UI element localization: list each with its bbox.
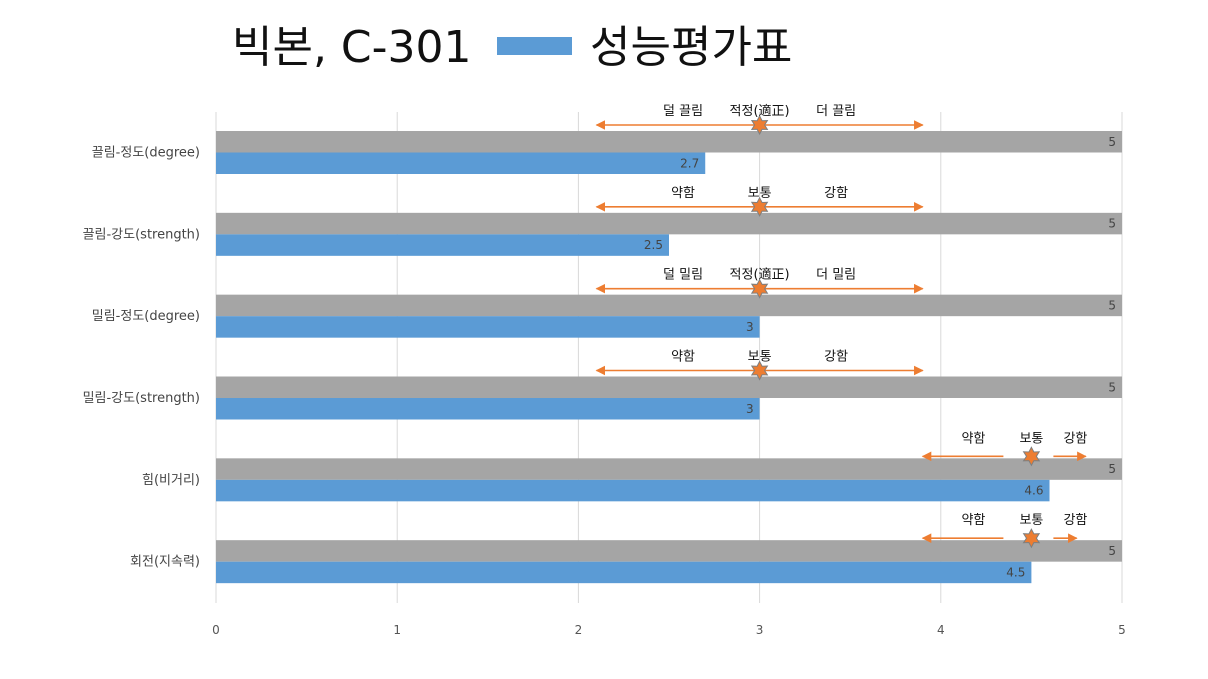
bar-score (216, 479, 1050, 502)
star-marker (750, 360, 769, 381)
annotation-center: 보통 (748, 186, 772, 201)
bar-reference (216, 540, 1122, 562)
bar-reference (216, 212, 1122, 235)
x-tick-label: 3 (756, 623, 764, 637)
x-axis-ticks: 0 1 2 3 4 5 (212, 623, 1126, 637)
category-label: 밀림-강도(strength) (83, 391, 200, 406)
chart-title-right: 성능평가표 (590, 22, 792, 73)
annotation-right: 더 끌림 (816, 104, 856, 119)
x-tick-label: 5 (1118, 623, 1126, 637)
bar-reference (216, 458, 1122, 480)
bar-label-reference: 5 (1108, 380, 1116, 394)
annotation-right: 강함 (1063, 513, 1087, 528)
bar-label-score: 4.6 (1024, 484, 1043, 498)
annotation-left: 약함 (961, 513, 985, 528)
x-tick-label: 1 (393, 623, 401, 637)
x-tick-label: 0 (212, 623, 220, 637)
chart-title-left: 빅본, C-301 (232, 22, 472, 73)
star-marker (1022, 446, 1041, 467)
bar-label-reference: 5 (1108, 544, 1116, 558)
annotation-left: 약함 (961, 431, 985, 446)
star-marker (750, 278, 769, 299)
annotation-right: 더 밀림 (816, 268, 856, 283)
annotation-center: 보통 (1019, 513, 1043, 528)
category-label: 밀림-정도(degree) (92, 309, 200, 324)
annotation-center: 적정(適正) (730, 267, 790, 283)
star-marker (750, 114, 769, 136)
bar-label-score: 4.5 (1006, 565, 1025, 579)
grid-lines (215, 112, 1123, 603)
bar-label-reference: 5 (1108, 135, 1116, 149)
bar-label-reference: 5 (1108, 462, 1116, 476)
annotation-center: 보통 (1019, 431, 1043, 446)
bar-score (216, 561, 1032, 584)
bars: 5 2.7 5 2.5 5 3 5 3 5 4.6 5 4.5 (216, 131, 1122, 584)
bar-score (216, 316, 760, 338)
bar-label-score: 3 (746, 320, 754, 334)
x-tick-label: 4 (937, 623, 945, 637)
annotation-right: 강함 (824, 186, 848, 201)
category-label: 끌림-강도(strength) (83, 227, 200, 242)
bar-label-reference: 5 (1108, 298, 1116, 312)
category-label: 회전(지속력) (130, 555, 200, 570)
star-marker (1022, 528, 1041, 549)
category-label: 힘(비거리) (142, 473, 200, 488)
bar-label-score: 2.5 (644, 238, 663, 252)
annotation-right: 강함 (824, 350, 848, 365)
annotation-right: 강함 (1063, 431, 1087, 446)
annotation-left: 덜 밀림 (663, 268, 703, 283)
annotation-left: 덜 끌림 (663, 104, 703, 119)
annotation-left: 약함 (671, 186, 695, 201)
bar-label-reference: 5 (1108, 217, 1116, 231)
category-labels: 끌림-정도(degree) 끌림-강도(strength) 밀림-정도(degree… (83, 146, 200, 570)
bar-score (216, 152, 706, 174)
bar-reference (216, 131, 1122, 153)
x-tick-label: 2 (575, 623, 583, 637)
category-label: 끌림-정도(degree) (92, 146, 200, 161)
bar-reference (216, 294, 1122, 317)
annotation-left: 약함 (671, 350, 695, 365)
annotation-center: 적정(適正) (730, 103, 790, 119)
bar-score (216, 234, 669, 256)
star-marker (750, 196, 769, 217)
bar-label-score: 3 (746, 402, 754, 416)
bar-label-score: 2.7 (680, 156, 699, 170)
legend-swatch (497, 37, 572, 55)
bar-score (216, 398, 760, 420)
annotation-center: 보통 (748, 350, 772, 365)
bar-reference (216, 376, 1122, 398)
